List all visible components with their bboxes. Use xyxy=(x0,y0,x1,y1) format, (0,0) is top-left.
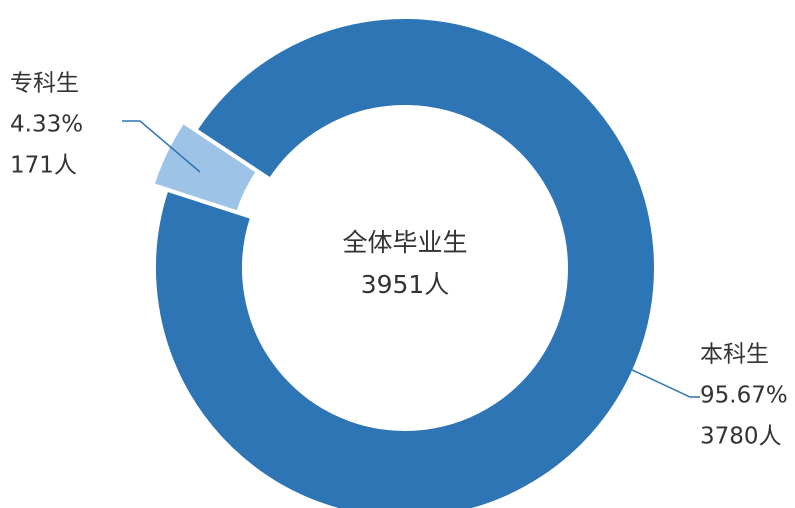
slice xyxy=(152,121,258,213)
category-label: 专科生 xyxy=(10,71,79,97)
center-title: 全体毕业生 xyxy=(342,228,467,257)
slice xyxy=(154,17,656,508)
count-label: 171人 xyxy=(10,153,77,179)
count-label: 3780人 xyxy=(700,424,782,450)
category-label: 本科生 xyxy=(700,342,769,368)
value-label: 4.33% xyxy=(10,112,83,138)
value-label: 95.67% xyxy=(700,383,788,409)
center-label: 3951人 xyxy=(361,270,450,299)
leader-line xyxy=(627,367,700,398)
leader-line xyxy=(122,120,201,173)
